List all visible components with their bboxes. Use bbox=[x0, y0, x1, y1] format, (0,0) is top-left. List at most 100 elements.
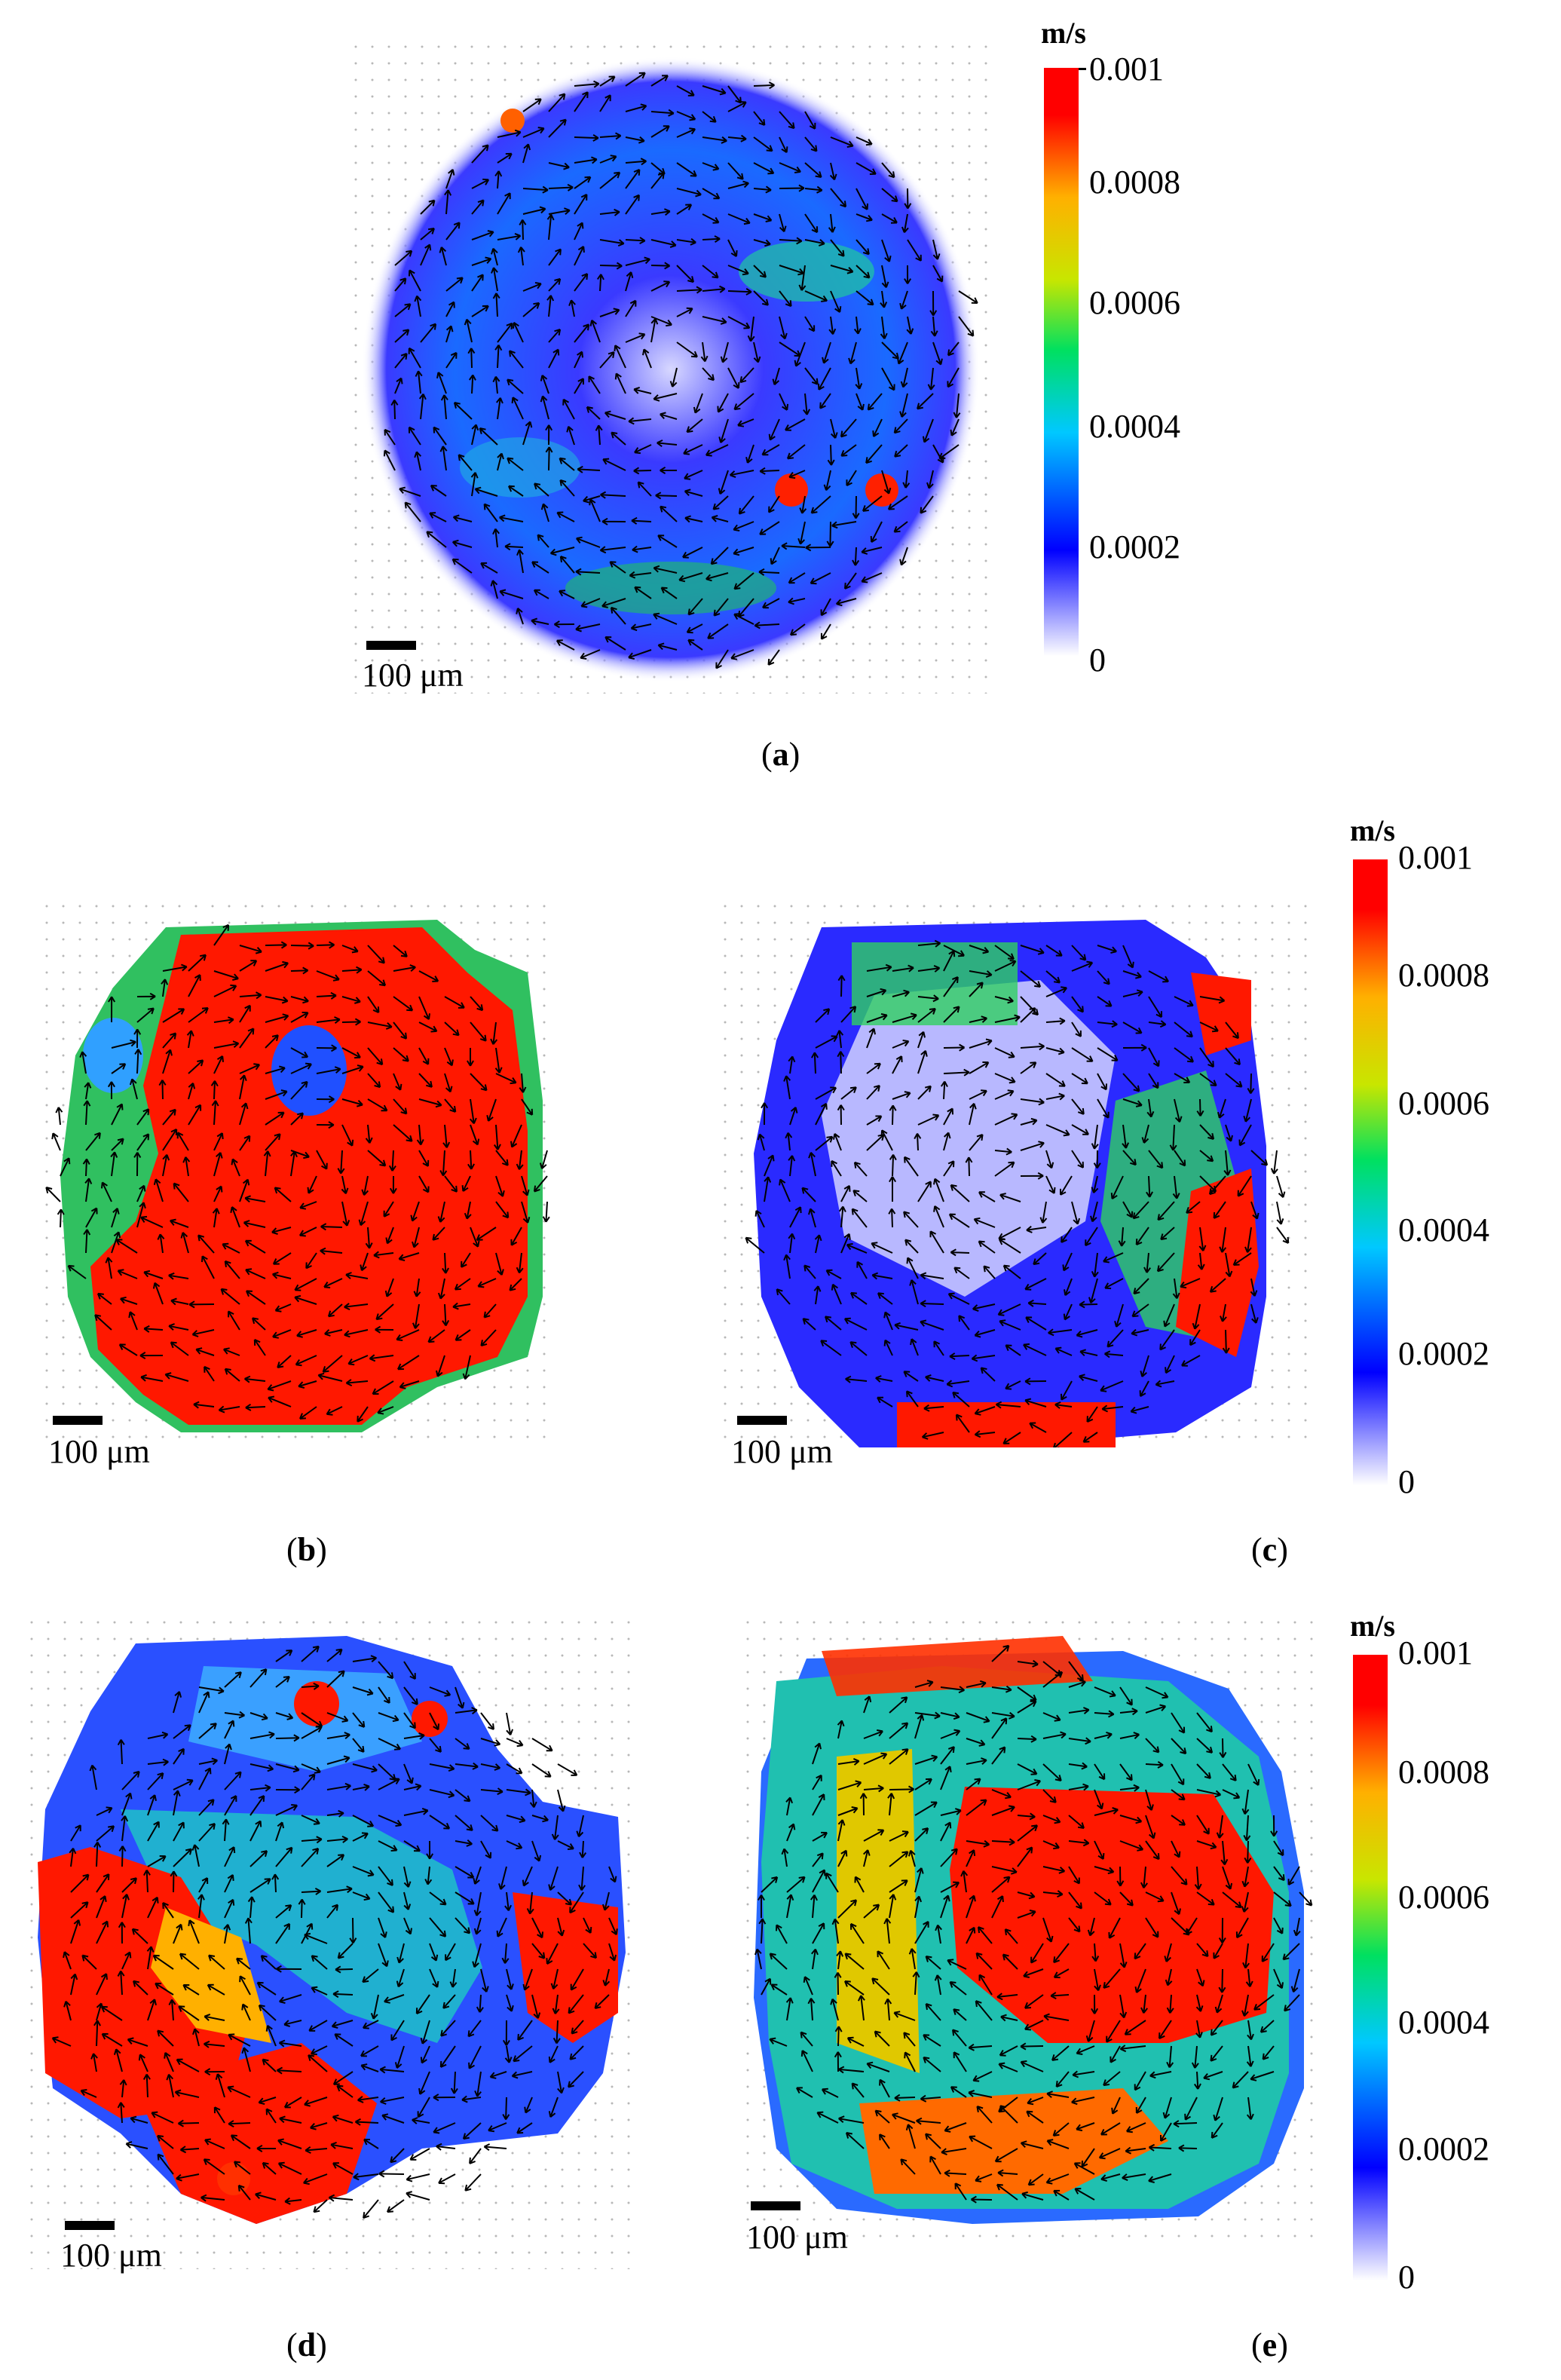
velocity-arrow bbox=[571, 2020, 584, 2035]
velocity-map-d bbox=[30, 1621, 633, 2269]
velocity-arrow bbox=[245, 1403, 266, 1411]
velocity-arrow bbox=[754, 1948, 762, 1970]
velocity-arrow bbox=[871, 1272, 893, 1280]
velocity-arrow bbox=[1174, 996, 1194, 1007]
velocity-arrow bbox=[495, 1073, 517, 1085]
velocity-arrow bbox=[471, 274, 484, 292]
velocity-arrow bbox=[805, 544, 831, 552]
colorbar-tick: 0.0004 bbox=[1089, 408, 1180, 445]
velocity-arrow bbox=[650, 125, 670, 138]
velocity-arrow bbox=[730, 649, 754, 660]
velocity-arrow bbox=[365, 1227, 373, 1249]
velocity-arrow bbox=[887, 495, 908, 510]
velocity-arrow bbox=[1027, 1299, 1047, 1307]
velocity-arrow bbox=[63, 2000, 72, 2021]
velocity-arrow bbox=[848, 342, 857, 365]
velocity-arrow bbox=[943, 1132, 951, 1151]
velocity-arrow bbox=[275, 1965, 302, 1973]
velocity-arrow bbox=[816, 2111, 839, 2124]
velocity-arrow bbox=[1042, 1763, 1062, 1781]
velocity-arrow bbox=[1064, 1278, 1073, 1296]
velocity-arrow bbox=[133, 1028, 142, 1049]
velocity-arrow bbox=[336, 2084, 354, 2098]
velocity-arrow bbox=[801, 1187, 816, 1202]
velocity-arrow bbox=[884, 1998, 892, 2021]
velocity-arrow bbox=[949, 1981, 967, 1996]
velocity-arrow bbox=[265, 941, 287, 949]
velocity-arrow bbox=[1033, 1252, 1047, 1266]
velocity-arrow bbox=[889, 1176, 897, 1202]
velocity-arrows-e bbox=[754, 1644, 1313, 2204]
velocity-arrow bbox=[384, 1994, 405, 2004]
velocity-arrow bbox=[960, 1870, 969, 1893]
velocity-arrow bbox=[1053, 2189, 1070, 2201]
velocity-arrow bbox=[1124, 2020, 1146, 2035]
velocity-arrow bbox=[866, 1115, 883, 1126]
velocity-arrow bbox=[239, 1975, 251, 1996]
velocity-arrow bbox=[813, 1285, 822, 1305]
velocity-arrow bbox=[69, 1847, 77, 1867]
velocity-arrow bbox=[1020, 2060, 1044, 2072]
velocity-arrow bbox=[531, 1943, 546, 1959]
velocity-arrow bbox=[702, 136, 727, 144]
velocity-arrow bbox=[1181, 1355, 1201, 1367]
velocity-arrow bbox=[467, 1150, 475, 1170]
velocity-arrow bbox=[470, 472, 479, 497]
velocity-arrow bbox=[700, 342, 709, 363]
velocity-arrow bbox=[542, 1201, 550, 1223]
velocity-arrow bbox=[239, 1028, 255, 1049]
velocity-arrow bbox=[358, 1201, 369, 1227]
velocity-arrow bbox=[224, 1846, 236, 1867]
velocity-arrow bbox=[1172, 1278, 1180, 1300]
velocity-arrow bbox=[733, 547, 754, 556]
velocity-arrow bbox=[633, 467, 652, 475]
velocity-arrow bbox=[965, 1156, 973, 1177]
velocity-arrow bbox=[906, 1390, 919, 1407]
velocity-arrow bbox=[147, 1999, 157, 2021]
velocity-arrow bbox=[974, 1406, 996, 1416]
velocity-arrow bbox=[947, 1959, 967, 1970]
velocity-arrow bbox=[881, 162, 895, 179]
velocity-arrow bbox=[1119, 1763, 1133, 1781]
velocity-arrow bbox=[89, 1764, 97, 1790]
velocity-arrow bbox=[492, 528, 500, 548]
velocity-arrow bbox=[455, 1789, 471, 1803]
scale-bar bbox=[751, 2201, 800, 2210]
velocity-arrow bbox=[759, 467, 780, 475]
velocity-arrow bbox=[845, 2132, 865, 2149]
velocity-arrow bbox=[497, 129, 522, 138]
velocity-arrow bbox=[152, 1282, 164, 1305]
velocity-arrow bbox=[157, 2153, 174, 2175]
velocity-arrow bbox=[634, 586, 652, 599]
velocity-arrow bbox=[1106, 2020, 1121, 2043]
velocity-arrow bbox=[398, 1252, 420, 1261]
velocity-arrow bbox=[837, 1104, 845, 1126]
velocity-arrow bbox=[357, 2096, 379, 2103]
velocity-arrow bbox=[1024, 1994, 1044, 2009]
velocity-arrow bbox=[420, 323, 437, 343]
velocity-arrow bbox=[1091, 1124, 1099, 1150]
velocity-arrow bbox=[1021, 2191, 1044, 2201]
velocity-arrow bbox=[507, 457, 524, 471]
velocity-arrow bbox=[96, 1825, 115, 1842]
velocity-arrow bbox=[932, 444, 944, 464]
velocity-arrow bbox=[512, 321, 524, 343]
velocity-arrow bbox=[1210, 2045, 1223, 2062]
velocity-arrow bbox=[378, 1891, 395, 1913]
velocity-arrow bbox=[496, 397, 503, 420]
velocity-arrow bbox=[1094, 1686, 1116, 1698]
velocity-arrow bbox=[1145, 1917, 1159, 1938]
velocity-arrow bbox=[702, 367, 715, 381]
velocity-arrow bbox=[687, 598, 703, 616]
velocity-arrow bbox=[252, 1317, 266, 1331]
velocity-arrow bbox=[715, 649, 729, 669]
velocity-arrow bbox=[991, 1789, 1012, 1800]
velocity-arrow bbox=[191, 1844, 200, 1867]
velocity-arrow bbox=[249, 1668, 268, 1688]
velocity-arrow bbox=[900, 367, 908, 388]
velocity-arrow bbox=[164, 1372, 189, 1382]
velocity-arrow bbox=[999, 2105, 1018, 2124]
velocity-arrow bbox=[837, 1849, 848, 1867]
velocity-arrow bbox=[1017, 1812, 1036, 1821]
velocity-arrow bbox=[676, 342, 698, 358]
